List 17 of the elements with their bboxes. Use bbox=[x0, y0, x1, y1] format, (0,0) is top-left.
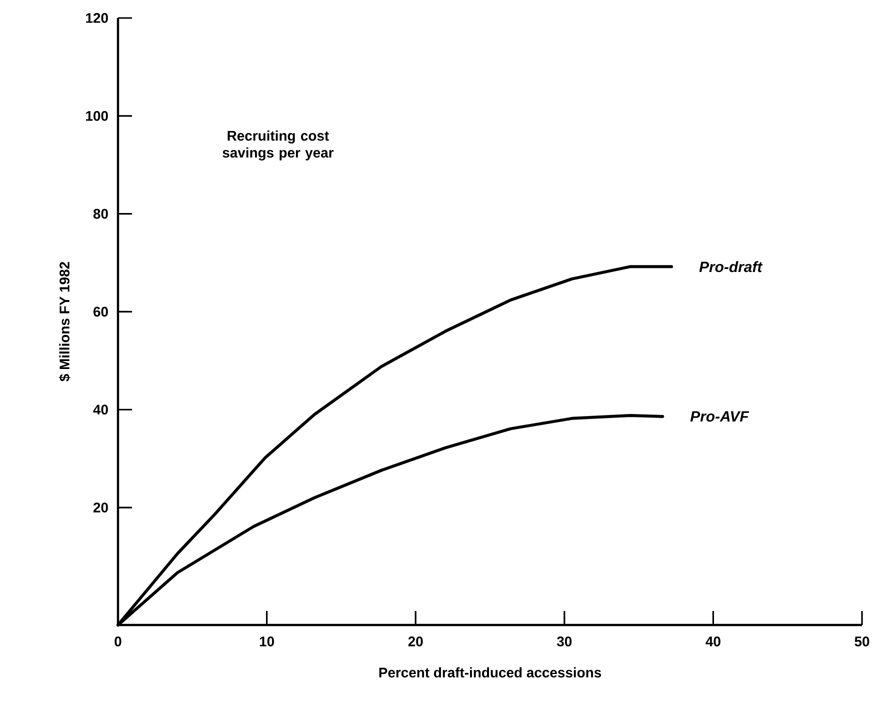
x-axis-title: Percent draft-induced accessions bbox=[379, 667, 602, 678]
x-tick-label: 20 bbox=[408, 636, 423, 646]
y-tick-label: 120 bbox=[86, 13, 108, 23]
y-tick-label: 60 bbox=[93, 306, 108, 317]
x-tick-label: 10 bbox=[260, 636, 274, 646]
y-tick-label: 40 bbox=[93, 404, 108, 415]
y-tick-label: 20 bbox=[93, 502, 108, 512]
x-tick-label: 30 bbox=[556, 636, 572, 646]
x-tick-label: 0 bbox=[114, 636, 122, 646]
annotation: Recruiting cost savings per year bbox=[222, 130, 334, 160]
x-tick-label: 50 bbox=[854, 636, 870, 646]
y-tick-label: 100 bbox=[86, 110, 108, 121]
x-tick-label: 40 bbox=[706, 636, 720, 646]
y-tick-label: 80 bbox=[93, 208, 108, 219]
series-label: Pro-AVF bbox=[690, 411, 750, 422]
series-label: Pro-draft bbox=[699, 261, 763, 272]
y-axis-title: $ Millions FY 1982 bbox=[58, 262, 70, 382]
